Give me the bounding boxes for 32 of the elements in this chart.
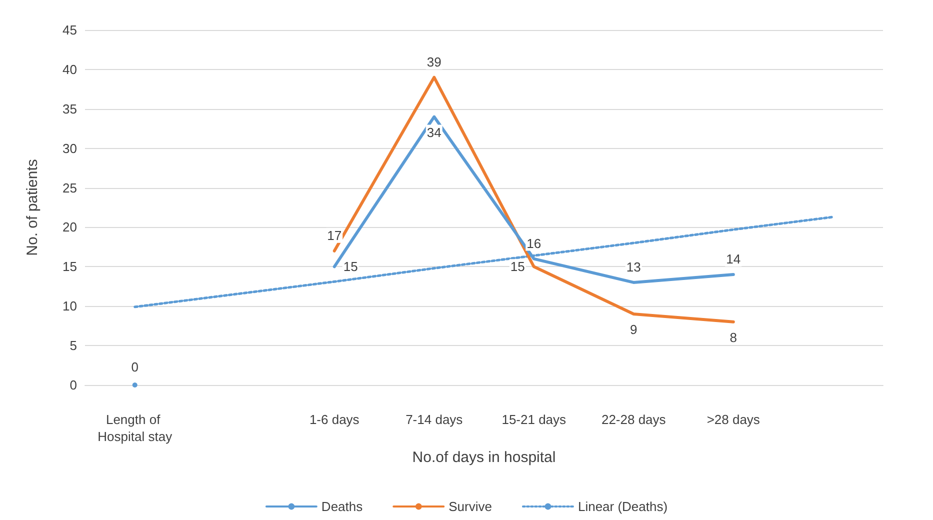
data-label: 15 xyxy=(343,259,358,274)
x-tick-label: Length of Hospital stay xyxy=(98,412,173,444)
y-tick-label: 45 xyxy=(62,22,77,38)
y-tick-label: 30 xyxy=(62,140,77,156)
data-label: 15 xyxy=(510,259,525,274)
x-axis-title: No.of days in hospital xyxy=(412,448,556,466)
x-tick-label: 1-6 days xyxy=(309,412,360,427)
data-label: 13 xyxy=(626,259,641,274)
x-tick-label: 7-14 days xyxy=(406,412,464,427)
y-tick-label: 40 xyxy=(62,62,77,77)
x-tick-label: >28 days xyxy=(706,412,760,427)
y-tick-label: 20 xyxy=(62,220,77,235)
data-label: 39 xyxy=(426,54,442,70)
y-tick-label: 15 xyxy=(62,259,77,274)
y-tick-label: 10 xyxy=(62,298,77,314)
data-label: 8 xyxy=(730,330,737,345)
legend-label: Deaths xyxy=(321,499,364,514)
legend-label: Linear (Deaths) xyxy=(578,499,668,514)
data-label: 9 xyxy=(630,322,638,337)
y-tick-label: 35 xyxy=(62,101,77,116)
data-label: 0 xyxy=(131,360,138,374)
data-label: 34 xyxy=(426,124,442,140)
x-tick-label: 15-21 days xyxy=(502,412,567,427)
legend-label: Survive xyxy=(448,499,492,514)
data-label: 17 xyxy=(327,228,342,243)
data-label: 14 xyxy=(726,252,741,267)
y-axis-title: No. of patients xyxy=(24,159,41,256)
y-tick-label: 5 xyxy=(70,338,77,354)
data-label: 16 xyxy=(526,236,542,251)
y-tick-label: 0 xyxy=(70,378,77,392)
x-tick-label: 22-28 days xyxy=(601,412,666,427)
y-tick-label: 25 xyxy=(62,180,77,196)
